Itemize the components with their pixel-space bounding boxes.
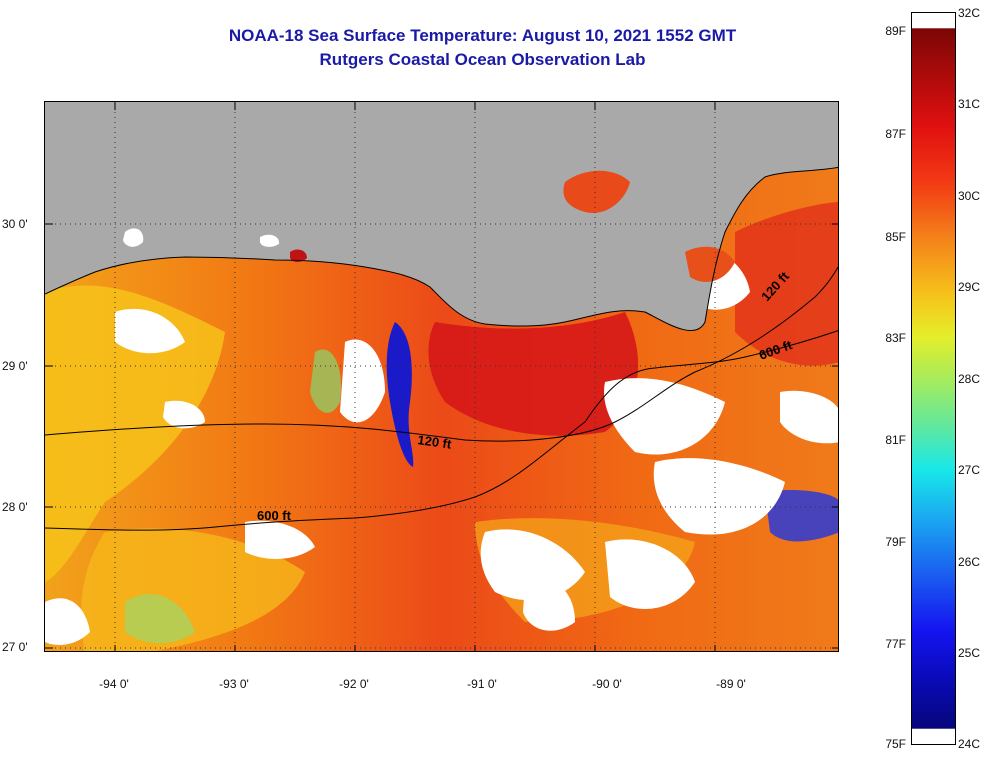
lon-label: -94 0': [99, 677, 129, 691]
land-mass: [45, 102, 838, 331]
colorbar-f-label: 85F: [885, 230, 906, 244]
land-lake: [260, 234, 280, 247]
colorbar-f-label: 89F: [885, 24, 906, 38]
colorbar-c-label: 30C: [958, 189, 981, 203]
cloud-gaps: [45, 249, 838, 645]
map-subtitle: Rutgers Coastal Ocean Observation Lab: [319, 50, 646, 69]
sea-yellow-patch: [45, 285, 225, 582]
colorbar-c-label: 27C: [958, 463, 981, 477]
land-lake: [123, 228, 144, 247]
contour-120ft: [45, 266, 838, 442]
sea-green-patch: [125, 593, 195, 644]
colorbar-c-label: 29C: [958, 280, 981, 294]
colorbar-f-label: 79F: [885, 535, 906, 549]
sst-map: 120 ft 120 ft 600 ft 600 ft: [44, 101, 839, 652]
colorbar-f-label: 81F: [885, 433, 906, 447]
frame-ticks: [45, 102, 838, 651]
colorbar-f-label: 75F: [885, 737, 906, 751]
lat-label: 30 0': [2, 217, 28, 231]
colorbar-c-label: 24C: [958, 737, 981, 751]
lat-label: 27 0': [2, 640, 28, 654]
map-title: NOAA-18 Sea Surface Temperature: August …: [228, 26, 737, 45]
colorbar-f-label: 87F: [885, 127, 906, 141]
colorbar-c-label: 26C: [958, 555, 981, 569]
lat-label: 29 0': [2, 359, 28, 373]
colorbar-c-label: 31C: [958, 97, 981, 111]
colorbar-f-label: 77F: [885, 637, 906, 651]
land-lake: [563, 170, 630, 213]
sea-hot-zone: [428, 312, 639, 436]
contour-600ft: [45, 330, 838, 531]
colorbar-f-label: 83F: [885, 331, 906, 345]
lon-label: -93 0': [219, 677, 249, 691]
graticule: [45, 102, 838, 651]
lon-label: -90 0': [592, 677, 622, 691]
land-lake: [290, 249, 307, 263]
lon-label: -91 0': [467, 677, 497, 691]
temperature-colorbar: [911, 12, 956, 745]
contour-label-600ft: 600 ft: [257, 508, 292, 523]
lon-label: -92 0': [339, 677, 369, 691]
contour-label-120ft: 120 ft: [417, 432, 453, 452]
colorbar-c-label: 25C: [958, 646, 981, 660]
land-lake: [685, 246, 735, 282]
colorbar-c-label: 32C: [958, 6, 981, 20]
sst-map-canvas: 120 ft 120 ft 600 ft 600 ft: [45, 102, 838, 651]
coastline: [45, 166, 838, 332]
cold-plume: [765, 490, 838, 542]
cold-plume: [386, 322, 414, 467]
colorbar-c-label: 28C: [958, 372, 981, 386]
lat-label: 28 0': [2, 500, 28, 514]
lon-label: -89 0': [716, 677, 746, 691]
sea-hot-zone: [735, 202, 838, 366]
colorbar-fill: [912, 28, 955, 729]
sea-green-patch: [310, 349, 341, 413]
